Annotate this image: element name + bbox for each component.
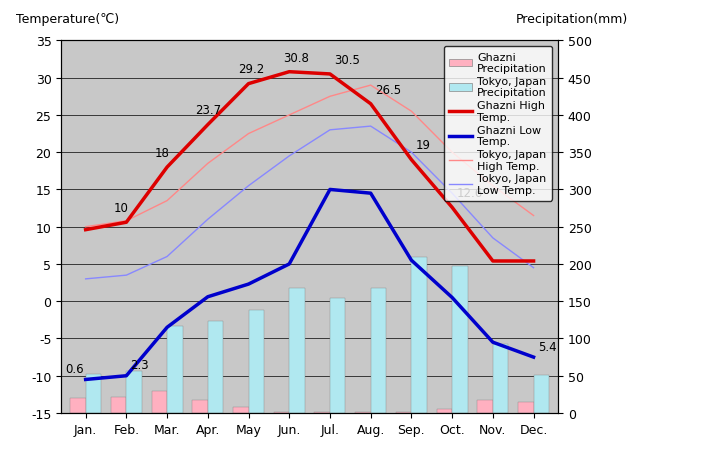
Bar: [192, 400, 208, 413]
Text: 2.3: 2.3: [130, 358, 149, 371]
Text: 26.5: 26.5: [374, 84, 401, 96]
Bar: [289, 288, 305, 413]
Text: 0.6: 0.6: [66, 362, 84, 375]
Text: 29.2: 29.2: [238, 63, 264, 76]
Text: 10: 10: [114, 202, 129, 215]
Bar: [355, 412, 371, 413]
Bar: [330, 299, 346, 413]
Bar: [452, 267, 467, 413]
Bar: [152, 391, 167, 413]
Text: Precipitation(mm): Precipitation(mm): [516, 13, 628, 27]
Bar: [70, 398, 86, 413]
Text: 18: 18: [155, 146, 170, 160]
Bar: [518, 402, 534, 413]
Bar: [396, 412, 411, 413]
Bar: [167, 326, 183, 413]
Text: 19: 19: [415, 139, 431, 152]
Text: Temperature(℃): Temperature(℃): [17, 13, 120, 27]
Text: 30.5: 30.5: [334, 54, 360, 67]
Legend: Ghazni
Precipitation, Tokyo, Japan
Precipitation, Ghazni High
Temp., Ghazni Low
: Ghazni Precipitation, Tokyo, Japan Preci…: [444, 47, 552, 201]
Bar: [493, 344, 508, 413]
Bar: [111, 397, 126, 413]
Bar: [371, 288, 386, 413]
Text: 30.8: 30.8: [283, 51, 309, 64]
Bar: [436, 409, 452, 413]
Bar: [86, 375, 101, 413]
Bar: [208, 321, 223, 413]
Bar: [126, 371, 142, 413]
Bar: [274, 412, 289, 413]
Text: 12.6: 12.6: [456, 187, 482, 200]
Bar: [233, 407, 248, 413]
Bar: [315, 412, 330, 413]
Bar: [534, 375, 549, 413]
Bar: [477, 400, 493, 413]
Bar: [248, 310, 264, 413]
Text: 23.7: 23.7: [196, 104, 222, 117]
Text: 5.4: 5.4: [538, 340, 557, 353]
Bar: [411, 257, 427, 413]
